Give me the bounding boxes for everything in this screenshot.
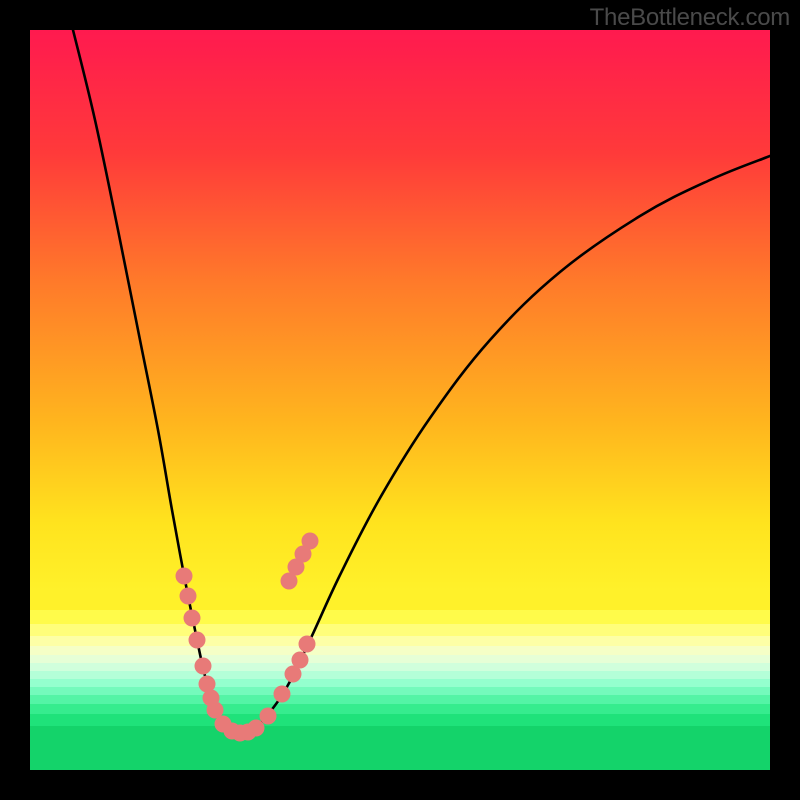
curve-right [242, 156, 770, 733]
watermark-text: TheBottleneck.com [590, 4, 790, 32]
marker-dot-2 [184, 610, 201, 627]
marker-dot-17 [299, 636, 316, 653]
marker-dot-1 [180, 588, 197, 605]
marker-dot-3 [189, 632, 206, 649]
marker-dot-16 [292, 652, 309, 669]
curve-left [73, 30, 242, 733]
marker-dot-14 [274, 686, 291, 703]
marker-dot-21 [302, 533, 319, 550]
marker-dot-13 [260, 708, 277, 725]
marker-dot-0 [176, 568, 193, 585]
marker-dot-4 [195, 658, 212, 675]
marker-dot-12 [248, 720, 265, 737]
chart-overlay [0, 0, 800, 800]
